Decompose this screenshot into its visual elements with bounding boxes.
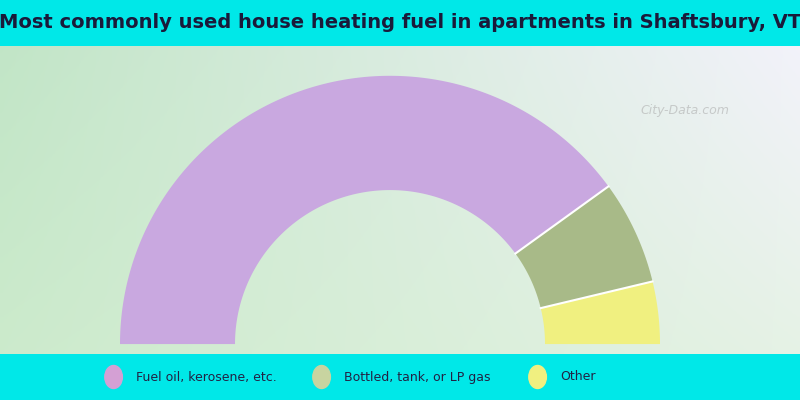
Text: Other: Other bbox=[560, 370, 595, 384]
Text: Bottled, tank, or LP gas: Bottled, tank, or LP gas bbox=[344, 370, 490, 384]
Polygon shape bbox=[515, 186, 653, 308]
Text: City-Data.com: City-Data.com bbox=[640, 104, 729, 117]
Text: Fuel oil, kerosene, etc.: Fuel oil, kerosene, etc. bbox=[136, 370, 277, 384]
Ellipse shape bbox=[529, 366, 546, 388]
Ellipse shape bbox=[313, 366, 330, 388]
Ellipse shape bbox=[105, 366, 122, 388]
Text: Most commonly used house heating fuel in apartments in Shaftsbury, VT: Most commonly used house heating fuel in… bbox=[0, 14, 800, 32]
Polygon shape bbox=[541, 282, 660, 344]
Polygon shape bbox=[120, 76, 609, 344]
